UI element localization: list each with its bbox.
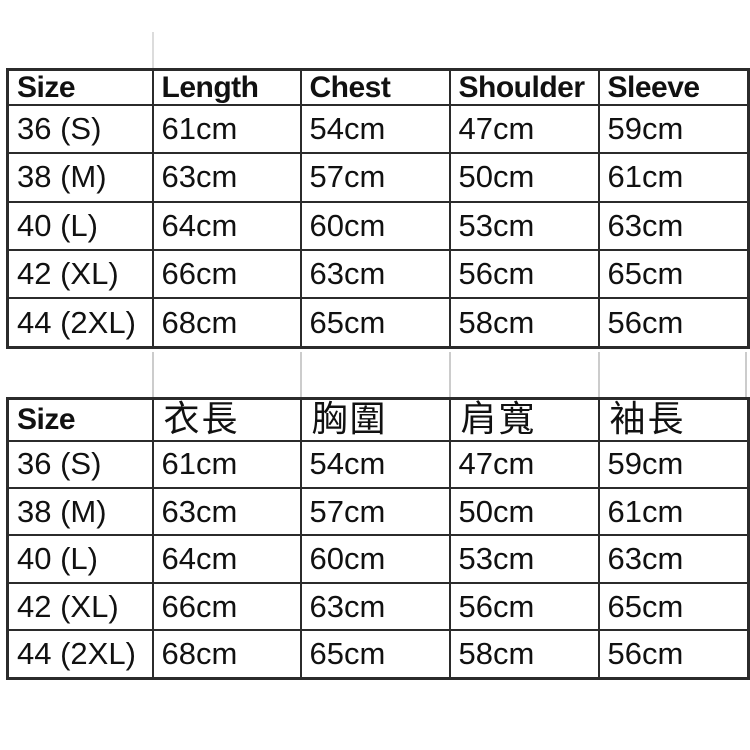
measurement-cell: 56cm <box>597 297 750 349</box>
column-header: 袖長 <box>597 397 750 442</box>
table-row: 38 (M) 63cm 57cm 50cm 61cm <box>6 487 750 537</box>
measurement-cell: 58cm <box>448 629 600 680</box>
measurement-cell: 58cm <box>448 297 600 349</box>
excel-gridline <box>745 352 747 397</box>
measurement-cell: 57cm <box>299 487 451 537</box>
table-row: 42 (XL) 66cm 63cm 56cm 65cm <box>6 249 750 300</box>
measurement-cell: 63cm <box>597 534 750 584</box>
size-cell: 36 (S) <box>6 439 154 490</box>
excel-gridline <box>598 352 600 397</box>
measurement-cell: 57cm <box>299 152 451 203</box>
measurement-cell: 60cm <box>299 534 451 584</box>
measurement-cell: 54cm <box>299 103 451 155</box>
measurement-cell: 64cm <box>151 200 302 252</box>
table-row: 36 (S) 61cm 54cm 47cm 59cm <box>6 439 750 490</box>
column-header: 衣長 <box>151 397 302 442</box>
header-row: Size 衣長 胸圍 肩寬 袖長 <box>6 397 750 442</box>
excel-gridline <box>449 352 451 397</box>
measurement-cell: 68cm <box>151 629 302 680</box>
measurement-cell: 56cm <box>448 581 600 632</box>
size-cell: 36 (S) <box>6 103 154 155</box>
size-chart-table-english: Size Length Chest Shoulder Sleeve 36 (S) 61cm 5… <box>6 68 750 349</box>
column-header: Sleeve <box>597 68 750 106</box>
table-row: 38 (M) 63cm 57cm 50cm 61cm <box>6 152 750 203</box>
measurement-cell: 50cm <box>448 152 600 203</box>
measurement-cell: 53cm <box>448 534 600 584</box>
size-cell: 44 (2XL) <box>6 629 154 680</box>
table-row: 40 (L) 64cm 60cm 53cm 63cm <box>6 534 750 584</box>
measurement-cell: 68cm <box>151 297 302 349</box>
table-row: 42 (XL) 66cm 63cm 56cm 65cm <box>6 581 750 632</box>
measurement-cell: 61cm <box>151 103 302 155</box>
table-row: 44 (2XL) 68cm 65cm 58cm 56cm <box>6 629 750 680</box>
table-row: 40 (L) 64cm 60cm 53cm 63cm <box>6 200 750 252</box>
measurement-cell: 63cm <box>299 249 451 300</box>
size-cell: 42 (XL) <box>6 581 154 632</box>
measurement-cell: 63cm <box>299 581 451 632</box>
measurement-cell: 65cm <box>597 249 750 300</box>
measurement-cell: 54cm <box>299 439 451 490</box>
measurement-cell: 65cm <box>299 297 451 349</box>
measurement-cell: 64cm <box>151 534 302 584</box>
measurement-cell: 61cm <box>597 152 750 203</box>
column-header: 肩寬 <box>448 397 600 442</box>
measurement-cell: 50cm <box>448 487 600 537</box>
measurement-cell: 66cm <box>151 249 302 300</box>
excel-gridline <box>152 352 154 397</box>
size-chart-table-chinese: Size 衣長 胸圍 肩寬 袖長 36 (S) 61cm 54cm 47cm 59cm 38 (M)… <box>6 397 750 680</box>
measurement-cell: 66cm <box>151 581 302 632</box>
size-cell: 38 (M) <box>6 487 154 537</box>
measurement-cell: 60cm <box>299 200 451 252</box>
column-header: Length <box>151 68 302 106</box>
table-row: 36 (S) 61cm 54cm 47cm 59cm <box>6 103 750 155</box>
size-cell: 42 (XL) <box>6 249 154 300</box>
column-header: Size <box>6 68 154 106</box>
size-cell: 38 (M) <box>6 152 154 203</box>
measurement-cell: 59cm <box>597 439 750 490</box>
size-cell: 44 (2XL) <box>6 297 154 349</box>
measurement-cell: 47cm <box>448 103 600 155</box>
table-row: 44 (2XL) 68cm 65cm 58cm 56cm <box>6 297 750 349</box>
measurement-cell: 63cm <box>151 152 302 203</box>
size-cell: 40 (L) <box>6 200 154 252</box>
measurement-cell: 47cm <box>448 439 600 490</box>
column-header: Chest <box>299 68 451 106</box>
measurement-cell: 65cm <box>299 629 451 680</box>
measurement-cell: 53cm <box>448 200 600 252</box>
measurement-cell: 63cm <box>151 487 302 537</box>
measurement-cell: 63cm <box>597 200 750 252</box>
column-header: Shoulder <box>448 68 600 106</box>
column-header: 胸圍 <box>299 397 451 442</box>
measurement-cell: 59cm <box>597 103 750 155</box>
measurement-cell: 65cm <box>597 581 750 632</box>
measurement-cell: 56cm <box>597 629 750 680</box>
header-row: Size Length Chest Shoulder Sleeve <box>6 68 750 106</box>
measurement-cell: 56cm <box>448 249 600 300</box>
measurement-cell: 61cm <box>597 487 750 537</box>
excel-gridline <box>300 352 302 397</box>
column-header: Size <box>6 397 154 442</box>
size-cell: 40 (L) <box>6 534 154 584</box>
measurement-cell: 61cm <box>151 439 302 490</box>
excel-gridline <box>152 32 154 68</box>
